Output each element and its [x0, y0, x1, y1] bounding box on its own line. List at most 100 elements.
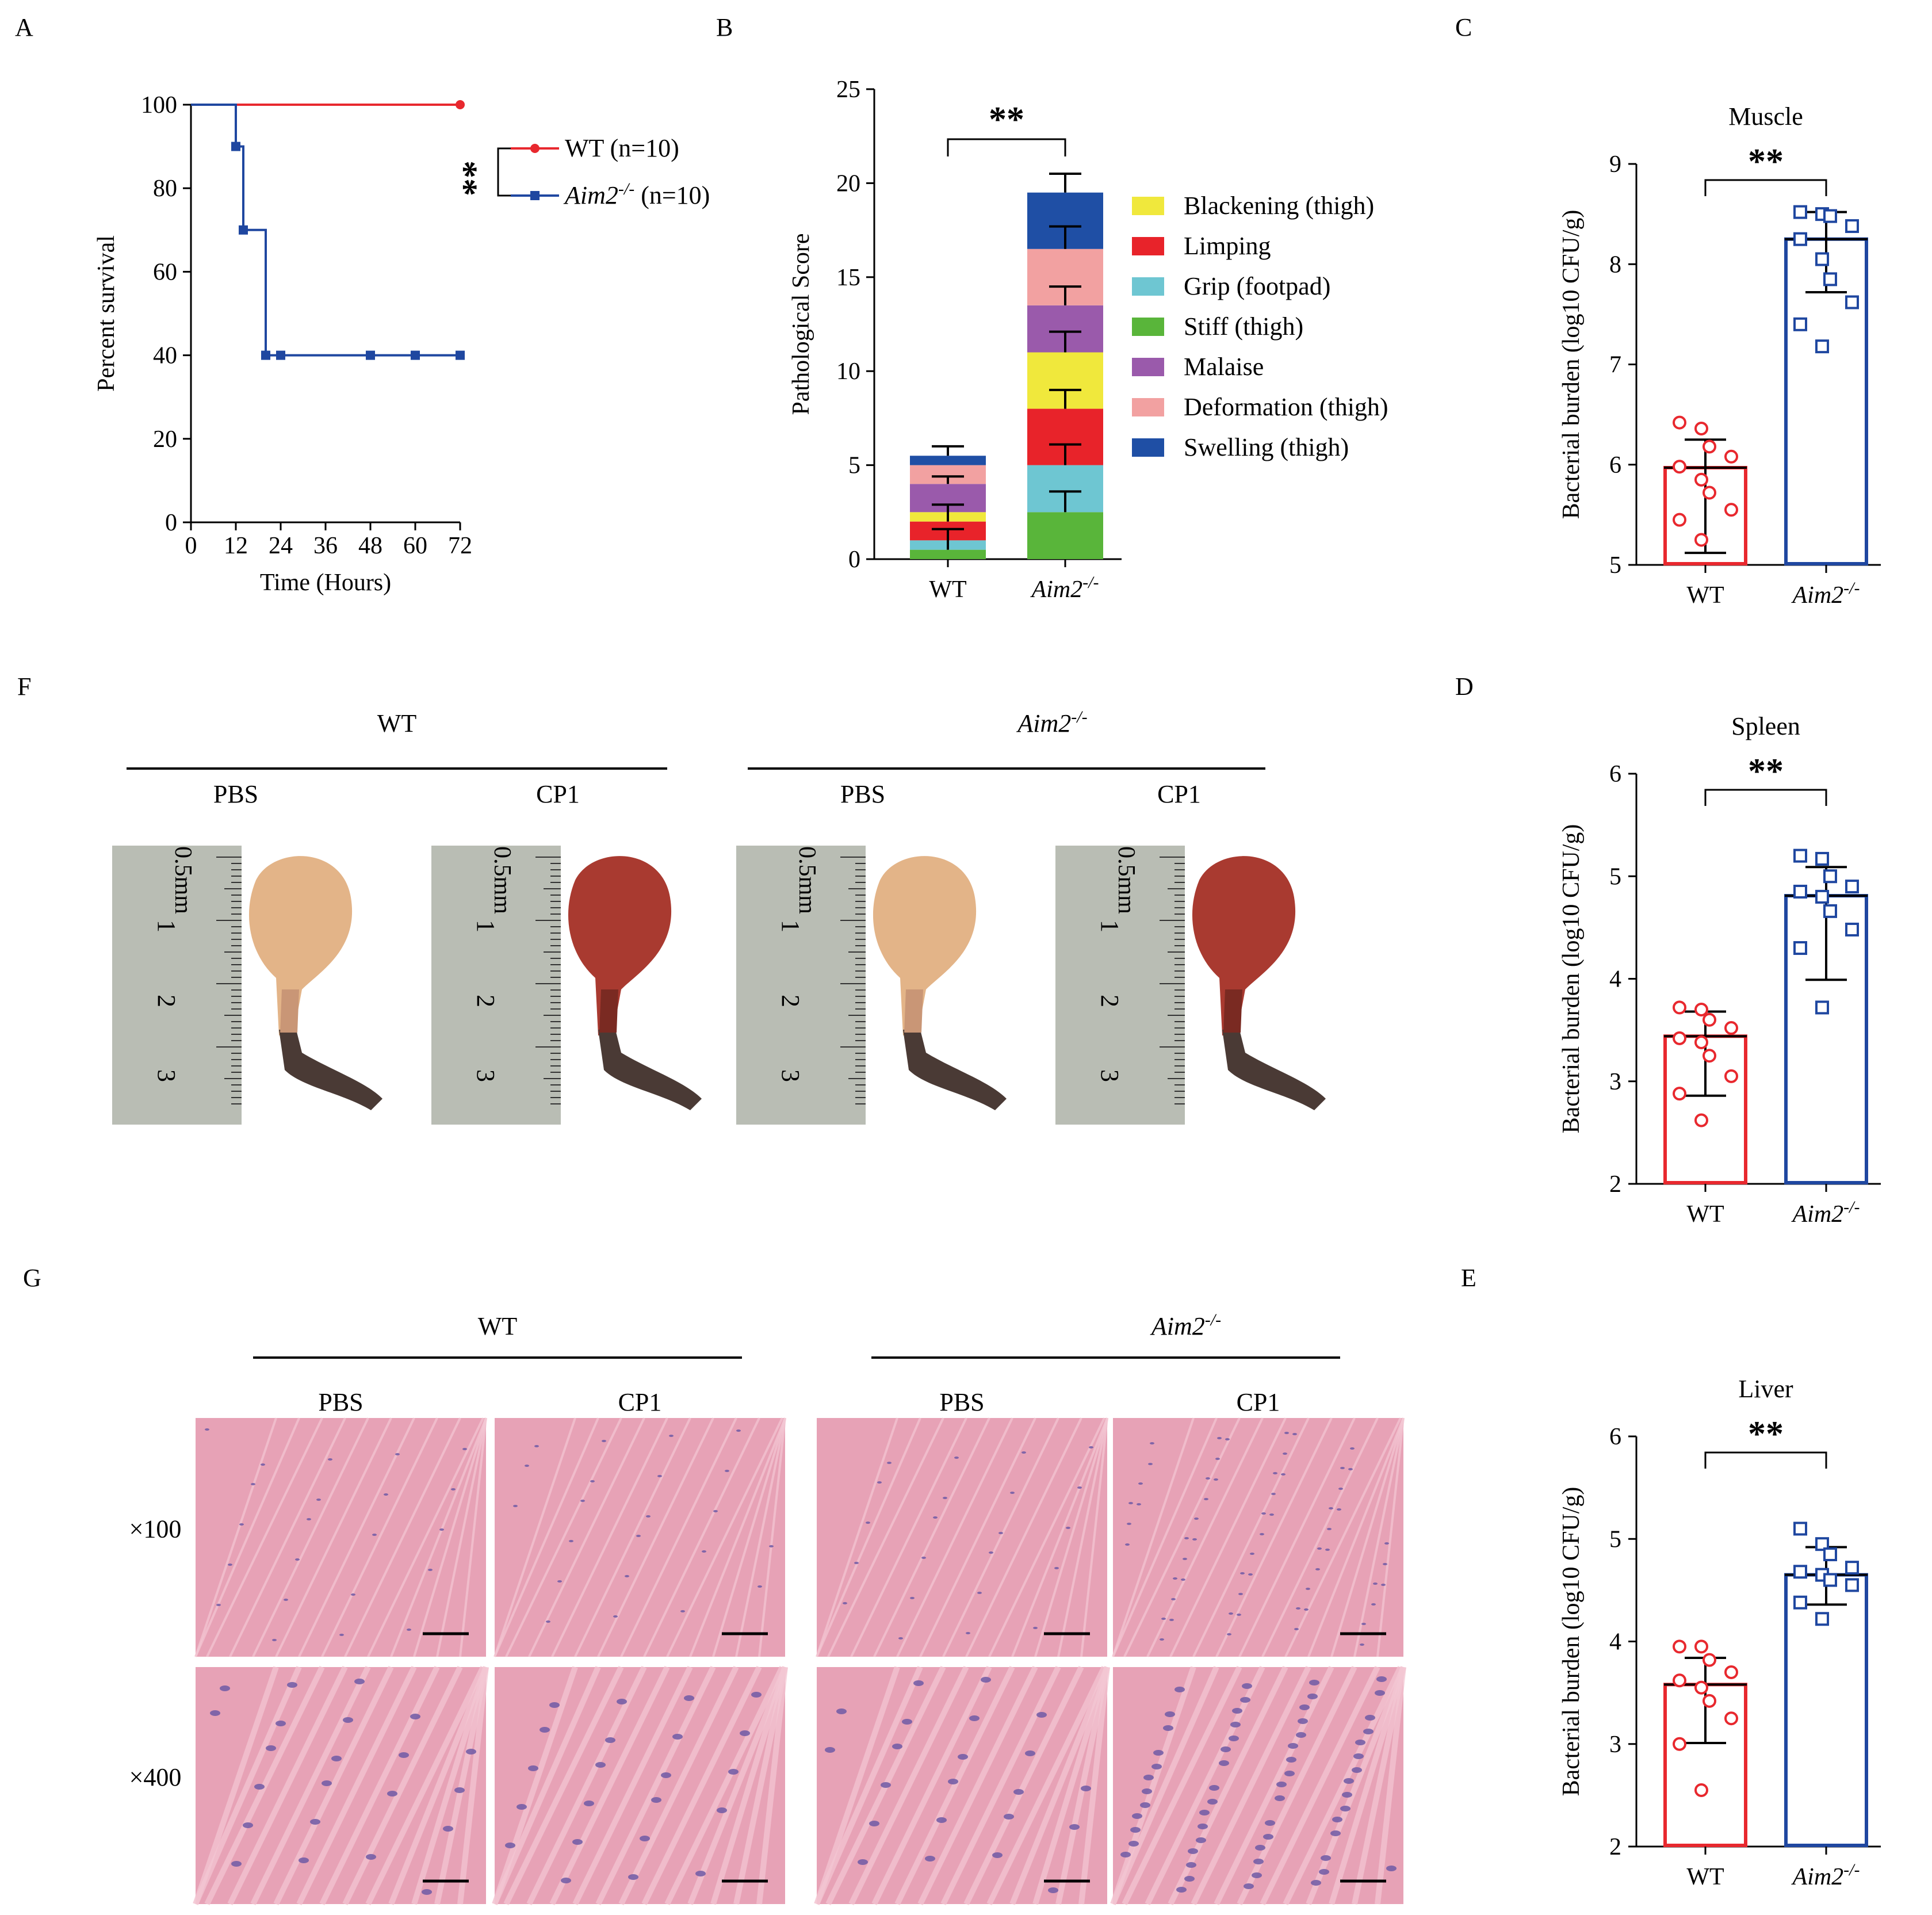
censor-mark: [231, 142, 240, 151]
nucleus: [636, 1535, 641, 1537]
significance-bracket: [947, 138, 1066, 156]
ruler-number: 3: [776, 1069, 805, 1082]
limb-foot: [598, 1030, 702, 1110]
nucleus: [287, 1682, 297, 1688]
muscle-fiber: [664, 1665, 785, 1906]
nucleus: [1325, 1549, 1330, 1551]
nucleus: [1089, 1446, 1093, 1448]
group-header: WT: [377, 709, 417, 737]
nucleus: [1130, 1827, 1141, 1833]
nucleus: [602, 1440, 606, 1442]
nucleus: [1330, 1830, 1341, 1836]
ruler: [431, 846, 561, 1125]
limb-thigh: [568, 856, 672, 1035]
legend-label: Limping: [1184, 232, 1271, 260]
muscle-fiber: [411, 1666, 489, 1905]
nucleus: [1151, 1764, 1162, 1769]
x-tick-label: WT: [1686, 582, 1724, 609]
nucleus: [989, 1551, 993, 1554]
nucleus: [1033, 1627, 1038, 1629]
nucleus: [284, 1599, 288, 1601]
nucleus: [1269, 1513, 1274, 1516]
nucleus: [1160, 1638, 1164, 1641]
data-point: [1815, 252, 1829, 266]
nucleus: [1184, 1537, 1189, 1539]
censor-mark: [366, 350, 375, 360]
data-point: [1724, 1711, 1738, 1726]
muscle-fiber: [827, 1417, 944, 1657]
y-tick-label: 3: [1609, 1069, 1621, 1095]
group-header: Aim2-/-: [1150, 1310, 1221, 1340]
nucleus: [736, 1429, 741, 1432]
muscle-fiber: [1191, 1665, 1311, 1906]
data-point: [1673, 1673, 1686, 1688]
data-point: [1793, 317, 1807, 331]
nucleus: [1255, 1845, 1265, 1851]
muscle-fiber: [434, 1666, 489, 1905]
nucleus: [1237, 1614, 1241, 1616]
nucleus: [936, 1817, 947, 1823]
nucleus: [1240, 1572, 1245, 1574]
data-point: [1694, 472, 1708, 487]
muscle-fiber: [1375, 1666, 1406, 1905]
muscle-fiber: [1353, 1417, 1405, 1657]
nucleus: [1183, 1558, 1187, 1560]
legend-swatch: [1132, 438, 1164, 457]
nucleus: [1171, 1598, 1176, 1600]
nucleus: [1209, 1785, 1219, 1791]
y-tick-label: 15: [836, 265, 860, 291]
nucleus: [684, 1695, 694, 1701]
nucleus: [231, 1861, 242, 1867]
nucleus: [1307, 1694, 1318, 1699]
nucleus: [1150, 1442, 1154, 1444]
muscle-fiber: [1169, 1417, 1287, 1657]
nucleus: [384, 1493, 388, 1496]
nucleus: [310, 1819, 320, 1825]
ruler-number: 3: [472, 1069, 500, 1082]
nucleus: [651, 1797, 661, 1803]
nucleus: [657, 1475, 662, 1477]
legend-label: Swelling (thigh): [1184, 433, 1349, 461]
nucleus: [1381, 1584, 1386, 1586]
y-tick-label: 6: [1609, 452, 1621, 479]
muscle-fiber: [1123, 1417, 1241, 1657]
limb-photo-panel: WT Aim2-/- PBS 1 2 3 0.5mm CP1 1 2 3 0.5mm PBS 1 2 3 0.5…: [112, 708, 1326, 1125]
muscle-fiber: [595, 1665, 716, 1906]
ruler-number: 2: [472, 995, 500, 1007]
nucleus: [272, 1639, 277, 1641]
nucleus: [1296, 1607, 1300, 1610]
muscle-fiber: [816, 1417, 921, 1657]
muscle-fiber: [1112, 1417, 1195, 1657]
nucleus: [1353, 1753, 1364, 1759]
ruler-unit: 0.5mm: [170, 846, 196, 914]
nucleus: [1173, 1577, 1177, 1580]
nucleus: [216, 1604, 221, 1606]
y-tick-label: 7: [1609, 352, 1621, 379]
muscle-fiber: [816, 1417, 898, 1657]
x-tick-label: Aim2-/-: [1791, 1860, 1860, 1890]
nucleus: [1013, 1789, 1024, 1795]
nucleus: [228, 1564, 232, 1566]
muscle-fiber: [1080, 1417, 1108, 1657]
stack-segment-0: [910, 549, 986, 559]
nucleus: [1299, 1704, 1310, 1710]
data-point: [1815, 1537, 1829, 1551]
muscle-fiber: [227, 1665, 348, 1906]
nucleus: [1265, 1820, 1275, 1826]
nucleus: [680, 1610, 685, 1612]
nucleus: [557, 1580, 562, 1583]
nucleus: [399, 1752, 409, 1758]
nucleus: [1311, 1880, 1321, 1886]
y-tick-label: 5: [1609, 552, 1621, 579]
data-point: [1694, 1113, 1708, 1127]
data-point: [1673, 1639, 1686, 1654]
nucleus: [769, 1545, 774, 1547]
data-point: [1694, 422, 1708, 436]
nucleus: [981, 1677, 991, 1683]
nucleus: [1004, 1814, 1014, 1820]
nucleus: [887, 1462, 892, 1464]
data-point: [1823, 1547, 1837, 1561]
nucleus: [451, 1488, 456, 1490]
muscle-fiber: [436, 1417, 487, 1657]
